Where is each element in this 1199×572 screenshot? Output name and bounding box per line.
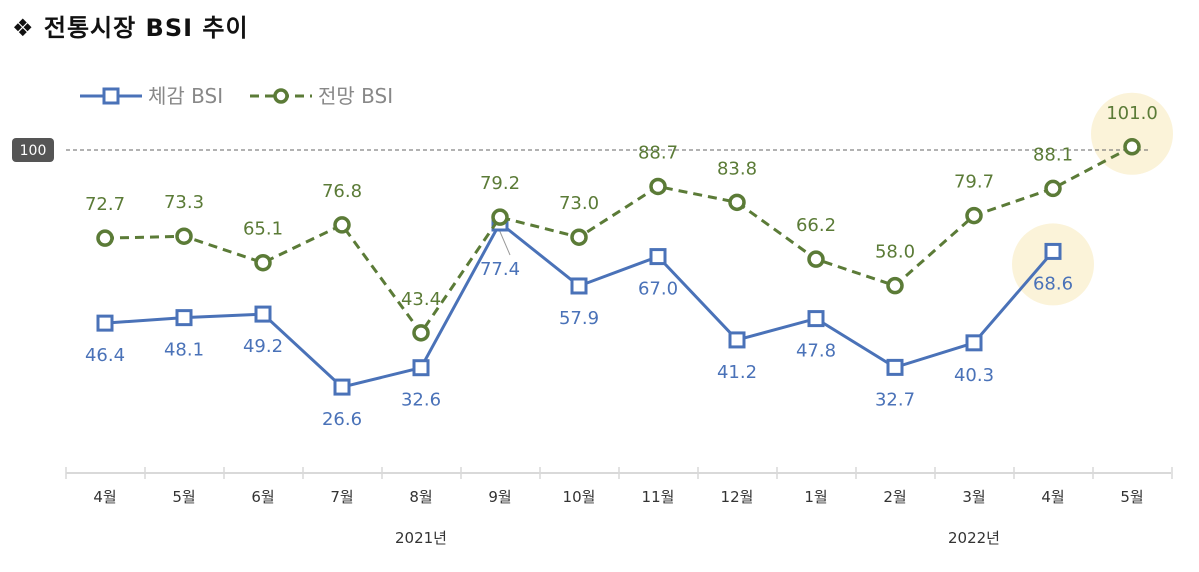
data-label: 57.9 (559, 308, 599, 329)
data-point-square (965, 334, 983, 352)
data-label: 79.2 (480, 173, 520, 194)
year-label: 2021년 (395, 529, 447, 547)
data-point-circle (570, 228, 588, 246)
highlight-circle (1012, 223, 1094, 306)
data-label: 48.1 (164, 340, 204, 361)
data-point-square (728, 331, 746, 349)
series-line-1 (104, 145, 1133, 336)
x-tick-label: 5월 (1120, 488, 1143, 506)
data-label: 101.0 (1106, 103, 1158, 124)
data-label: 58.0 (875, 242, 915, 263)
label-leader-line (497, 226, 511, 256)
x-tick-label: 8월 (409, 488, 432, 506)
x-tick-label: 1월 (804, 488, 827, 506)
data-point-circle (412, 324, 430, 342)
x-tick-label: 3월 (962, 488, 985, 506)
data-point-square (649, 248, 667, 266)
data-point-square (96, 314, 114, 332)
legend-label: 전망 BSI (318, 84, 393, 108)
x-tick-label: 12월 (721, 488, 754, 506)
data-label: 68.6 (1033, 273, 1073, 294)
data-point-square (570, 277, 588, 295)
data-point-circle (175, 227, 193, 245)
x-tick-label: 4월 (1041, 488, 1064, 506)
reference-label: 100 (20, 143, 47, 159)
data-label: 88.7 (638, 142, 678, 163)
data-point-circle (491, 208, 509, 226)
legend-square-icon (102, 87, 120, 105)
data-point-square (412, 359, 430, 377)
data-label: 47.8 (796, 341, 836, 362)
data-point-circle (649, 177, 667, 196)
data-point-square (175, 309, 193, 327)
data-point-circle (807, 250, 825, 268)
data-label: 46.4 (85, 345, 125, 366)
data-point-circle (333, 216, 351, 234)
data-label: 77.4 (480, 259, 520, 280)
data-label: 65.1 (243, 219, 283, 240)
reference-label-box (12, 138, 54, 162)
data-label: 41.2 (717, 362, 757, 383)
data-point-circle (965, 206, 983, 225)
data-point-square (807, 310, 825, 328)
x-tick-label: 5월 (172, 488, 195, 506)
data-label: 67.0 (638, 279, 678, 300)
data-label: 32.6 (401, 390, 441, 411)
x-tick-label: 7월 (330, 488, 353, 506)
data-point-square (254, 305, 272, 323)
chart-title: ❖ 전통시장 BSI 추이 (12, 14, 249, 42)
data-label: 32.7 (875, 389, 915, 410)
data-label: 79.7 (954, 172, 994, 193)
legend-label: 체감 BSI (148, 84, 223, 108)
data-point-circle (886, 276, 904, 295)
highlight-circle (1091, 92, 1173, 175)
data-point-square (333, 378, 351, 396)
legend-circle-icon (273, 88, 289, 104)
data-label: 26.6 (322, 409, 362, 430)
x-tick-label: 4월 (93, 488, 116, 506)
data-point-circle (254, 253, 272, 272)
x-tick-label: 6월 (251, 488, 274, 506)
data-label: 40.3 (954, 365, 994, 386)
year-label: 2022년 (948, 529, 1000, 547)
data-label: 76.8 (322, 181, 362, 202)
data-label: 66.2 (796, 215, 836, 236)
x-tick-label: 2월 (883, 488, 906, 506)
data-label: 49.2 (243, 336, 283, 357)
data-label: 43.4 (401, 289, 441, 310)
data-label: 72.7 (85, 194, 125, 215)
data-point-circle (728, 193, 746, 212)
data-point-square (886, 358, 904, 376)
data-label: 73.3 (164, 192, 204, 213)
data-point-square (1044, 242, 1062, 260)
x-tick-label: 10월 (563, 488, 596, 506)
data-label: 73.0 (559, 193, 599, 214)
data-point-circle (1123, 138, 1141, 156)
data-label: 83.8 (717, 158, 757, 179)
data-label: 88.1 (1033, 144, 1073, 165)
data-point-circle (96, 229, 114, 247)
x-tick-label: 11월 (642, 488, 675, 506)
data-point-circle (1044, 179, 1062, 198)
x-tick-label: 9월 (488, 488, 511, 506)
